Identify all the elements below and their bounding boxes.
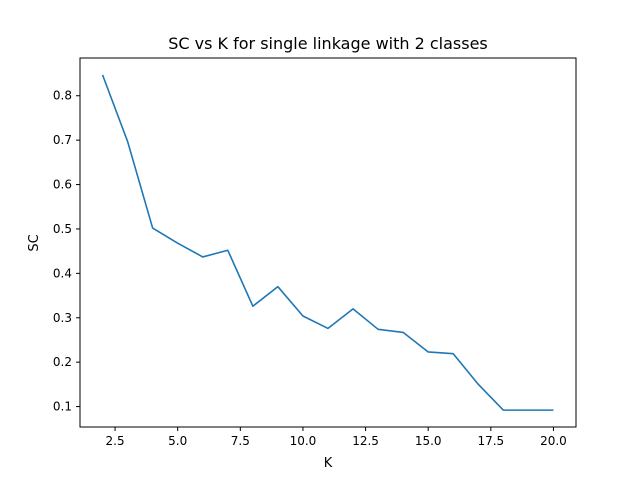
x-tick-label: 5.0 [168, 434, 187, 448]
x-tick-label: 17.5 [477, 434, 504, 448]
x-tick-label: 20.0 [540, 434, 567, 448]
y-tick-label: 0.2 [53, 355, 72, 369]
x-tick-label: 12.5 [352, 434, 379, 448]
y-tick-label: 0.8 [53, 89, 72, 103]
y-tick-label: 0.5 [53, 222, 72, 236]
y-axis-label: SC [27, 234, 42, 251]
y-tick-label: 0.6 [53, 178, 72, 192]
x-tick-label: 15.0 [415, 434, 442, 448]
x-tick-label: 10.0 [290, 434, 317, 448]
x-axis-label: K [324, 456, 333, 471]
x-tick-label: 7.5 [231, 434, 250, 448]
y-tick-label: 0.7 [53, 133, 72, 147]
y-tick-label: 0.1 [53, 400, 72, 414]
y-tick-label: 0.3 [53, 311, 72, 325]
y-tick-label: 0.4 [53, 266, 72, 280]
chart-title: SC vs K for single linkage with 2 classe… [168, 34, 488, 53]
x-tick-label: 2.5 [106, 434, 125, 448]
